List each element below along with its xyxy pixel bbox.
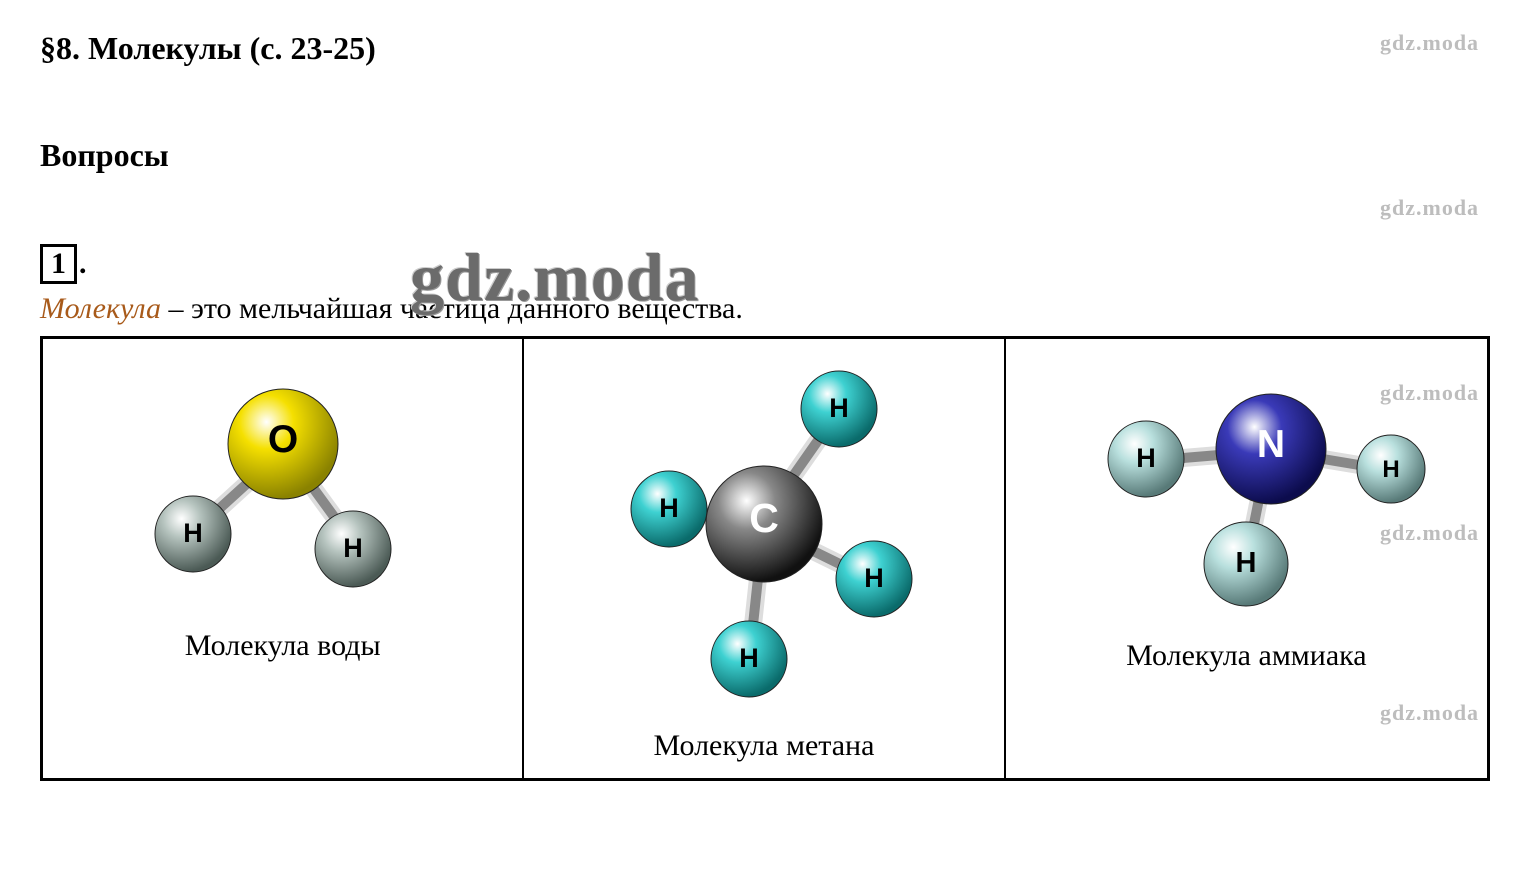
atom: H — [836, 541, 912, 617]
molecule-diagram: H H H H C — [529, 349, 998, 709]
molecule-diagram: H H O — [48, 349, 517, 609]
atom: O — [228, 389, 338, 499]
atom-label: H — [1383, 456, 1400, 483]
atom: H — [801, 371, 877, 447]
molecule-svg: H H H N — [1046, 349, 1446, 619]
watermark-small: gdz.moda — [1380, 195, 1479, 221]
molecule-cell: H H O Молекула воды — [43, 339, 524, 778]
atom: H — [315, 511, 391, 587]
molecule-table: H H O Молекула воды H H H H C Молекула метана H H H N… — [40, 336, 1490, 781]
question-dot: . — [79, 247, 87, 281]
atom-label: H — [343, 533, 363, 563]
atom: H — [631, 471, 707, 547]
atom-label: H — [739, 643, 759, 673]
atom-label: H — [864, 563, 884, 593]
atom: H — [711, 621, 787, 697]
atom-label: H — [1236, 547, 1257, 579]
atom-label: O — [267, 418, 297, 461]
atom: H — [155, 496, 231, 572]
definition-line: Молекула – это мельчайшая частица данног… — [40, 292, 1492, 326]
molecule-cell: H H H N Молекула аммиака — [1006, 339, 1487, 778]
question-number-box: 1 — [40, 244, 77, 284]
section-subtitle: Вопросы — [40, 137, 1492, 174]
atom-label: C — [749, 495, 779, 541]
question-row: 1 . — [40, 244, 1492, 284]
page-title: §8. Молекулы (с. 23-25) — [40, 30, 1492, 67]
atom: H — [1204, 522, 1288, 606]
definition-text: – это мельчайшая частица данного веществ… — [161, 292, 743, 325]
atom: C — [706, 466, 822, 582]
atom-label: H — [659, 493, 679, 523]
atom: H — [1357, 435, 1425, 503]
molecule-caption: Молекула метана — [654, 729, 875, 763]
atom: N — [1216, 394, 1326, 504]
molecule-cell: H H H H C Молекула метана — [524, 339, 1005, 778]
molecule-svg: H H H H C — [574, 349, 954, 709]
molecule-caption: Молекула аммиака — [1126, 639, 1367, 673]
atom-label: H — [829, 393, 849, 423]
atom: H — [1108, 421, 1184, 497]
atom-label: N — [1257, 423, 1285, 466]
molecule-caption: Молекула воды — [185, 629, 381, 663]
atom-label: H — [1137, 443, 1157, 473]
molecule-diagram: H H H N — [1011, 349, 1482, 619]
term: Молекула — [40, 292, 161, 325]
molecule-svg: H H O — [123, 349, 443, 609]
atom-label: H — [183, 518, 203, 548]
